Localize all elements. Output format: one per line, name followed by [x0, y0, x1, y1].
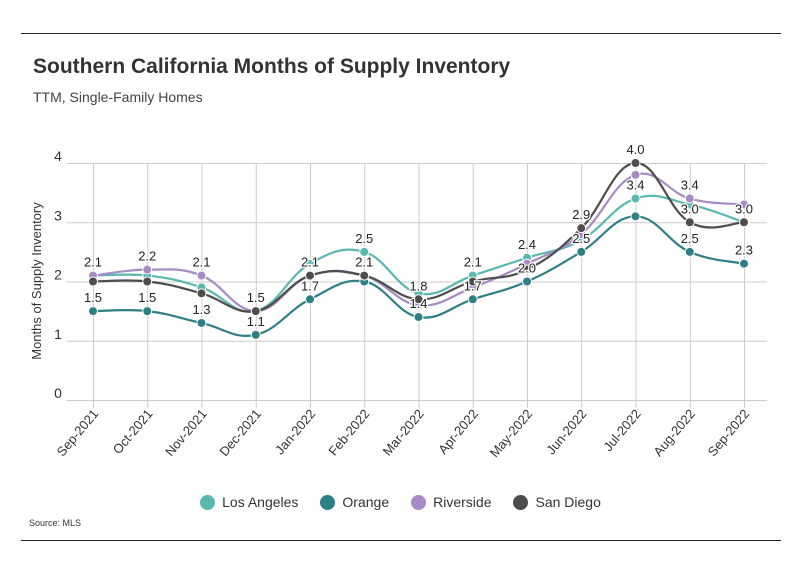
x-tick-label: Aug-2022	[650, 406, 698, 459]
data-point-los-angeles	[359, 246, 370, 257]
data-label-san-diego: 4.0	[626, 142, 644, 157]
x-tick-label: Mar-2022	[380, 406, 427, 458]
data-label-orange: 1.3	[192, 302, 210, 317]
legend-swatch	[411, 494, 427, 510]
data-label-san-diego: 1.8	[409, 278, 427, 293]
data-label-san-diego: 3.0	[735, 201, 753, 216]
chart-subtitle: TTM, Single-Family Homes	[33, 89, 203, 105]
data-point-orange	[250, 329, 261, 340]
data-label-orange: 2.3	[735, 243, 753, 258]
data-point-orange	[142, 306, 153, 317]
top-rule	[21, 33, 781, 34]
data-label-los-angeles: 2.5	[355, 231, 373, 246]
x-tick-label: Jun-2022	[543, 406, 589, 457]
data-point-san-diego	[413, 294, 424, 305]
data-point-san-diego	[196, 288, 207, 299]
data-label-riverside: 1.5	[247, 290, 265, 305]
x-tick-label: Jan-2022	[272, 406, 318, 457]
data-point-orange	[522, 276, 532, 287]
data-label-san-diego: 2.1	[355, 255, 373, 270]
legend-item-orange: Orange	[320, 494, 389, 510]
data-label-orange: 2.0	[518, 261, 536, 276]
data-point-riverside	[196, 270, 207, 281]
data-point-san-diego	[467, 276, 478, 287]
y-tick-label: 1	[54, 326, 62, 342]
data-point-orange	[684, 246, 695, 257]
legend-label: Orange	[342, 494, 390, 510]
data-point-san-diego	[305, 270, 315, 281]
x-tick-label: Oct-2021	[110, 406, 156, 457]
data-label-los-angeles: 3.4	[626, 178, 644, 193]
source-note: Source: MLS	[29, 518, 82, 528]
data-point-orange	[196, 317, 207, 328]
data-point-orange	[413, 312, 424, 323]
data-label-riverside: 2.1	[301, 255, 319, 270]
y-tick-label: 2	[54, 267, 62, 283]
data-label-san-diego: 3.0	[681, 201, 699, 216]
data-point-san-diego	[576, 223, 587, 234]
data-point-san-diego	[142, 276, 153, 287]
data-point-riverside	[684, 193, 695, 204]
x-tick-label: Apr-2022	[435, 406, 481, 457]
legend-item-riverside: Riverside	[411, 494, 491, 510]
legend-label: San Diego	[535, 494, 601, 510]
data-point-orange	[576, 246, 587, 257]
data-point-san-diego	[88, 276, 98, 287]
x-tick-label: Dec-2021	[216, 406, 264, 459]
data-point-san-diego	[522, 264, 532, 275]
y-tick-label: 0	[54, 385, 62, 401]
legend-item-san-diego: San Diego	[513, 494, 601, 510]
data-point-orange	[88, 306, 98, 317]
legend-swatch	[200, 494, 216, 510]
data-label-orange: 2.5	[681, 231, 699, 246]
x-tick-label: Sep-2021	[54, 406, 102, 459]
data-label-riverside: 2.1	[192, 255, 210, 270]
data-point-san-diego	[359, 270, 370, 281]
x-tick-label: Jul-2022	[600, 406, 644, 454]
chart-title: Southern California Months of Supply Inv…	[33, 55, 511, 78]
data-point-riverside	[739, 199, 749, 210]
data-label-riverside: 3.4	[681, 178, 699, 193]
legend-label: Riverside	[433, 494, 492, 510]
data-label-riverside: 2.1	[84, 255, 102, 270]
x-tick-label: May-2022	[487, 406, 536, 460]
data-label-orange: 1.5	[138, 290, 156, 305]
data-point-san-diego	[250, 306, 261, 317]
data-point-san-diego	[739, 217, 749, 228]
data-label-riverside: 2.2	[138, 249, 156, 264]
x-tick-label: Feb-2022	[325, 406, 372, 458]
data-point-riverside	[630, 169, 641, 180]
data-label-orange: 1.5	[84, 290, 102, 305]
data-point-orange	[305, 294, 315, 305]
x-tick-label: Nov-2021	[162, 406, 210, 459]
data-label-orange: 1.4	[409, 296, 427, 311]
legend-swatch	[513, 494, 529, 510]
data-point-san-diego	[684, 217, 695, 228]
data-label-los-angeles: 2.4	[518, 237, 536, 252]
data-label-orange: 1.7	[301, 278, 319, 293]
y-tick-label: 3	[54, 207, 62, 223]
data-label-orange: 1.1	[247, 314, 265, 329]
data-label-san-diego: 2.9	[572, 207, 590, 222]
data-point-los-angeles	[630, 193, 641, 204]
chart-legend: Los Angeles Orange Riverside San Diego	[0, 494, 801, 510]
legend-swatch	[320, 494, 336, 510]
data-point-orange	[739, 258, 749, 269]
data-point-orange	[630, 211, 641, 222]
data-label-orange: 1.7	[464, 278, 482, 293]
data-point-orange	[467, 294, 478, 305]
bottom-rule	[21, 540, 781, 541]
data-point-riverside	[142, 264, 153, 275]
data-point-san-diego	[630, 158, 641, 168]
data-label-orange: 2.5	[572, 231, 590, 246]
data-point-los-angeles	[305, 258, 315, 269]
x-tick-label: Sep-2022	[705, 406, 753, 459]
legend-item-los-angeles: Los Angeles	[200, 494, 298, 510]
legend-label: Los Angeles	[222, 494, 299, 510]
data-label-los-angeles: 2.1	[464, 255, 482, 270]
y-axis-label: Months of Supply Inventory	[29, 202, 44, 360]
y-tick-label: 4	[54, 148, 62, 164]
